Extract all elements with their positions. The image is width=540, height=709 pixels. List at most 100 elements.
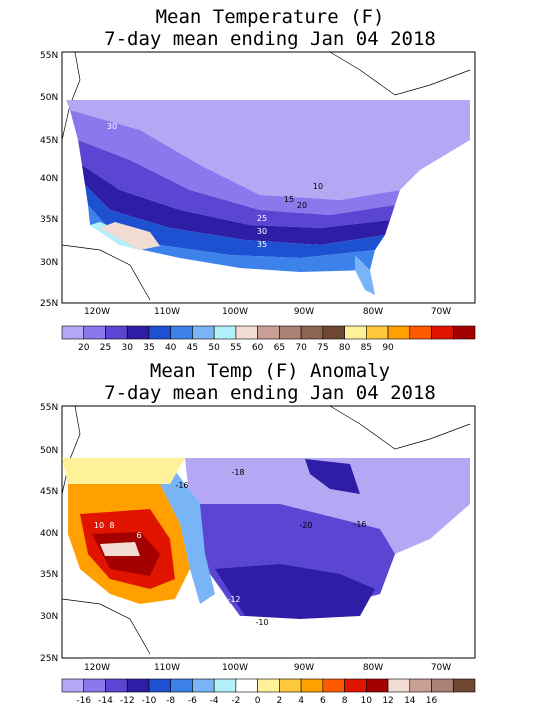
colorbar-swatch: [431, 325, 454, 340]
colorbar-label: -10: [142, 696, 157, 706]
map1-map-area: [61, 51, 476, 304]
region-25: [70, 110, 400, 215]
colorbar-label: 8: [342, 696, 348, 706]
colorbar-swatch: [192, 678, 215, 693]
colorbar-label: 80: [339, 343, 351, 353]
colorbar-swatch: [170, 325, 193, 340]
map1-colorbar: [61, 325, 476, 340]
colorbar-label: 16: [426, 696, 438, 706]
lon-label: 100W: [222, 663, 248, 673]
contour-label: 8: [109, 521, 114, 530]
colorbar-swatch: [126, 325, 150, 340]
colorbar-label: 30: [121, 343, 133, 353]
map2-contour-labels: -18 -16 10 8 6 -20 -16 -12 -10: [94, 468, 367, 627]
region-60: [100, 222, 160, 250]
contour-label: -12: [227, 595, 240, 604]
lat-label: 55N: [40, 51, 58, 61]
colorbar-label: 14: [404, 696, 416, 706]
lat-label: 55N: [40, 403, 58, 413]
colorbar-swatch: [452, 325, 476, 340]
colorbar-label: -4: [210, 696, 219, 706]
lat-label: 30N: [40, 612, 58, 622]
contour-label: 10: [313, 182, 323, 191]
lat-label: 25N: [40, 299, 58, 309]
colorbar-label: 4: [298, 696, 304, 706]
lat-label: 45N: [40, 487, 58, 497]
colorbar-label: 40: [165, 343, 177, 353]
colorbar-swatch: [409, 678, 432, 693]
colorbar-swatch: [387, 325, 411, 340]
colorbar-swatch: [105, 325, 128, 340]
colorbar-swatch: [431, 678, 454, 693]
colorbar-label: 60: [252, 343, 264, 353]
colorbar-swatch: [257, 678, 280, 693]
map1-title-line1: Mean Temperature (F): [155, 6, 385, 28]
lat-label: 35N: [40, 570, 58, 580]
lon-label: 80W: [363, 663, 383, 673]
colorbar-label: -12: [120, 696, 135, 706]
lon-label: 120W: [84, 307, 110, 317]
contour-label: 35: [257, 240, 267, 249]
contour-label: 25: [257, 214, 267, 223]
colorbar-label: 70: [295, 343, 307, 353]
colorbar-label: 25: [100, 343, 111, 353]
colorbar-swatch: [257, 325, 280, 340]
colorbar-label: -6: [188, 696, 197, 706]
colorbar-swatch: [409, 325, 432, 340]
lat-label: 50N: [40, 93, 58, 103]
region-20: [66, 100, 470, 200]
region-30: [78, 140, 395, 228]
region-40: [85, 185, 385, 258]
colorbar-label: 55: [230, 343, 241, 353]
lat-label: 30N: [40, 258, 58, 268]
colorbar-swatch: [83, 325, 106, 340]
region-warm-peak: [100, 542, 140, 556]
colorbar-label: 50: [208, 343, 220, 353]
colorbar-swatch: [213, 678, 237, 693]
colorbar-label: 10: [361, 696, 373, 706]
colorbar-swatch: [387, 678, 411, 693]
colorbar-label: -14: [98, 696, 113, 706]
lon-label: 120W: [84, 663, 110, 673]
region-cold-deep: [215, 564, 375, 619]
colorbar-label: 20: [78, 343, 90, 353]
colorbar-label: 45: [187, 343, 198, 353]
contour-label: -16: [353, 520, 366, 529]
colorbar-swatch: [366, 678, 389, 693]
contour-label: -16: [175, 481, 188, 490]
lat-label: 45N: [40, 136, 58, 146]
contour-label: -10: [255, 618, 268, 627]
lon-label: 70W: [431, 307, 451, 317]
contour-label: -18: [231, 468, 244, 477]
colorbar-label: 65: [274, 343, 285, 353]
colorbar-swatch: [322, 325, 345, 340]
colorbar-label: 0: [255, 696, 261, 706]
map1-colorbar-labels: 20 25 30 35 40 45 50 55 60 65 70 75 80 8…: [78, 343, 394, 353]
lon-label: 70W: [431, 663, 451, 673]
map1-lat-labels: 55N 50N 45N 40N 35N 30N 25N: [40, 51, 58, 309]
lon-label: 90W: [294, 663, 314, 673]
map2-lon-labels: 120W 110W 100W 90W 80W 70W: [84, 663, 451, 673]
lat-label: 35N: [40, 215, 58, 225]
region-nw-light: [62, 458, 185, 484]
contour-label: 20: [297, 201, 307, 210]
colorbar-swatch: [105, 678, 128, 693]
colorbar-label: 85: [361, 343, 372, 353]
colorbar-swatch: [452, 678, 476, 693]
map1-title: Mean Temperature (F) 7-day mean ending J…: [0, 6, 540, 50]
colorbar-swatch: [366, 325, 389, 340]
region-lakes-deep: [305, 459, 360, 494]
region-gradient: [160, 464, 215, 604]
lat-label: 40N: [40, 529, 58, 539]
lon-label: 90W: [294, 307, 314, 317]
colorbar-swatch: [322, 678, 345, 693]
colorbar-swatch: [148, 325, 171, 340]
colorbar-swatch: [300, 678, 324, 693]
map2-title-line1: Mean Temp (F) Anomaly: [149, 360, 391, 382]
colorbar-swatch: [300, 325, 324, 340]
map2-title: Mean Temp (F) Anomaly 7-day mean ending …: [0, 360, 540, 404]
map2-map-area: [61, 405, 476, 659]
map1-contour-labels: 30 10 15 20 25 30 35: [107, 122, 323, 249]
colorbar-swatch: [61, 325, 85, 340]
colorbar-swatch: [148, 678, 171, 693]
